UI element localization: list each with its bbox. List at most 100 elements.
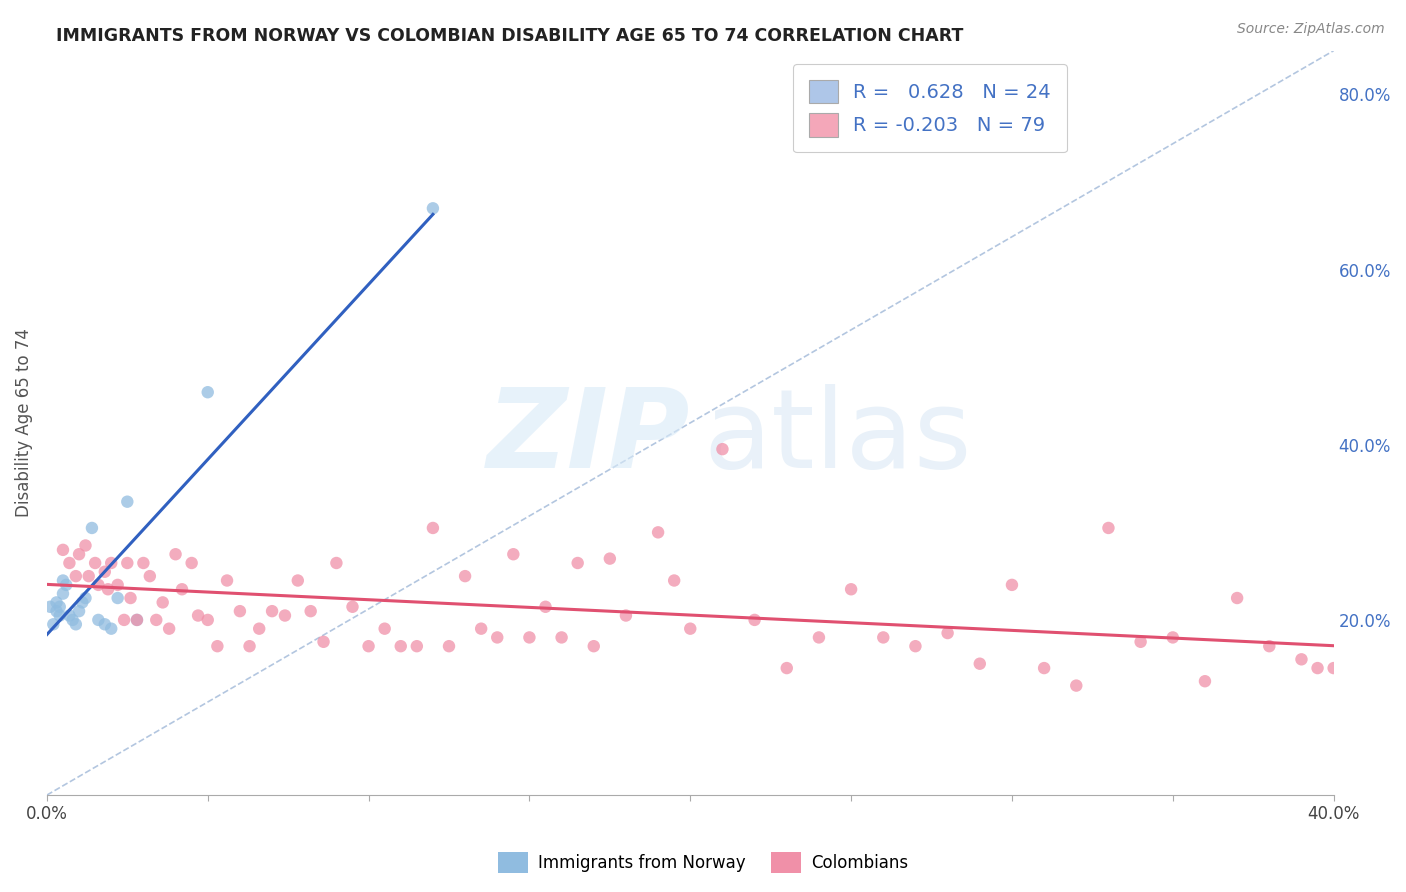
Point bbox=[58, 608, 80, 623]
Point bbox=[969, 657, 991, 671]
Point bbox=[52, 542, 75, 557]
Point bbox=[904, 639, 927, 653]
Point bbox=[55, 578, 77, 592]
Point bbox=[357, 639, 380, 653]
Point bbox=[389, 639, 412, 653]
Point bbox=[247, 622, 270, 636]
Point bbox=[1097, 521, 1119, 535]
Point bbox=[65, 617, 87, 632]
Point bbox=[325, 556, 347, 570]
Point bbox=[100, 556, 122, 570]
Point bbox=[422, 202, 444, 216]
Point bbox=[1064, 679, 1087, 693]
Point bbox=[67, 604, 90, 618]
Point bbox=[647, 525, 669, 540]
Point bbox=[664, 574, 686, 588]
Point bbox=[238, 639, 260, 653]
Point bbox=[139, 569, 162, 583]
Legend: R =   0.628   N = 24, R = -0.203   N = 79: R = 0.628 N = 24, R = -0.203 N = 79 bbox=[793, 64, 1067, 153]
Point bbox=[1306, 661, 1329, 675]
Point bbox=[1033, 661, 1056, 675]
Point bbox=[519, 631, 541, 645]
Point bbox=[77, 569, 100, 583]
Point bbox=[87, 613, 110, 627]
Y-axis label: Disability Age 65 to 74: Disability Age 65 to 74 bbox=[15, 328, 32, 517]
Point bbox=[52, 574, 75, 588]
Point bbox=[45, 604, 67, 618]
Point bbox=[1194, 674, 1216, 689]
Point bbox=[405, 639, 427, 653]
Point bbox=[207, 639, 229, 653]
Point bbox=[807, 631, 830, 645]
Point bbox=[287, 574, 309, 588]
Point bbox=[1258, 639, 1281, 653]
Point bbox=[872, 631, 894, 645]
Point bbox=[132, 556, 155, 570]
Point bbox=[187, 608, 209, 623]
Point bbox=[486, 631, 509, 645]
Point bbox=[145, 613, 167, 627]
Point bbox=[65, 569, 87, 583]
Point bbox=[94, 565, 117, 579]
Point bbox=[1161, 631, 1184, 645]
Point bbox=[97, 582, 120, 597]
Text: atlas: atlas bbox=[703, 384, 972, 491]
Point bbox=[197, 385, 219, 400]
Point bbox=[75, 539, 97, 553]
Point bbox=[614, 608, 637, 623]
Point bbox=[437, 639, 460, 653]
Point bbox=[49, 608, 72, 623]
Point bbox=[262, 604, 284, 618]
Point bbox=[170, 582, 193, 597]
Text: Source: ZipAtlas.com: Source: ZipAtlas.com bbox=[1237, 22, 1385, 37]
Point bbox=[125, 613, 148, 627]
Point bbox=[117, 494, 139, 508]
Point bbox=[62, 613, 84, 627]
Point bbox=[274, 608, 297, 623]
Point bbox=[454, 569, 477, 583]
Point bbox=[39, 599, 62, 614]
Point bbox=[1226, 591, 1249, 605]
Point bbox=[94, 617, 117, 632]
Point bbox=[58, 556, 80, 570]
Point bbox=[84, 556, 107, 570]
Point bbox=[936, 626, 959, 640]
Point bbox=[582, 639, 605, 653]
Point bbox=[711, 442, 734, 457]
Legend: Immigrants from Norway, Colombians: Immigrants from Norway, Colombians bbox=[492, 846, 914, 880]
Point bbox=[107, 578, 129, 592]
Point bbox=[550, 631, 572, 645]
Point bbox=[1129, 635, 1152, 649]
Point bbox=[470, 622, 492, 636]
Point bbox=[197, 613, 219, 627]
Point bbox=[125, 613, 148, 627]
Point bbox=[87, 578, 110, 592]
Point bbox=[1323, 661, 1346, 675]
Point bbox=[744, 613, 766, 627]
Point bbox=[45, 595, 67, 609]
Point bbox=[107, 591, 129, 605]
Point bbox=[72, 595, 94, 609]
Point bbox=[599, 551, 621, 566]
Point bbox=[374, 622, 396, 636]
Point bbox=[152, 595, 174, 609]
Point bbox=[80, 521, 103, 535]
Point bbox=[52, 587, 75, 601]
Point bbox=[534, 599, 557, 614]
Point bbox=[422, 521, 444, 535]
Point bbox=[120, 591, 142, 605]
Point bbox=[157, 622, 180, 636]
Point bbox=[342, 599, 364, 614]
Point bbox=[299, 604, 322, 618]
Text: IMMIGRANTS FROM NORWAY VS COLOMBIAN DISABILITY AGE 65 TO 74 CORRELATION CHART: IMMIGRANTS FROM NORWAY VS COLOMBIAN DISA… bbox=[56, 27, 963, 45]
Point bbox=[215, 574, 238, 588]
Point bbox=[312, 635, 335, 649]
Point bbox=[1001, 578, 1024, 592]
Point bbox=[49, 599, 72, 614]
Point bbox=[567, 556, 589, 570]
Text: ZIP: ZIP bbox=[486, 384, 690, 491]
Point bbox=[839, 582, 862, 597]
Point bbox=[679, 622, 702, 636]
Point bbox=[229, 604, 252, 618]
Point bbox=[180, 556, 202, 570]
